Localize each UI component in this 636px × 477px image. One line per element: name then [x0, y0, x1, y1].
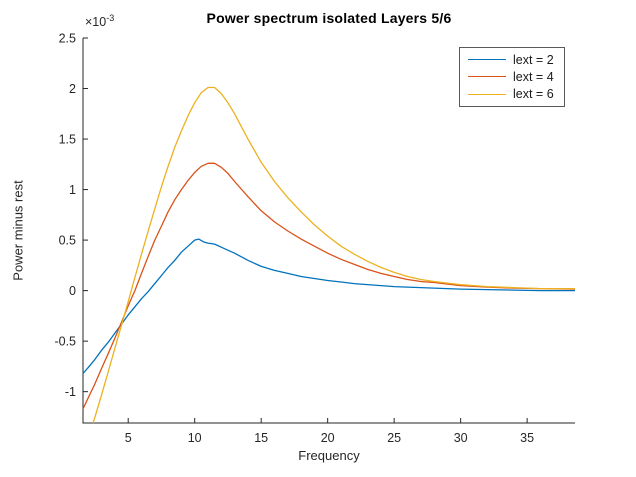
legend-label: lext = 2: [513, 52, 554, 67]
svg-text:-0.5: -0.5: [54, 335, 76, 349]
svg-text:15: 15: [254, 431, 268, 445]
svg-text:25: 25: [387, 431, 401, 445]
legend-label: lext = 6: [513, 87, 554, 102]
svg-text:5: 5: [125, 431, 132, 445]
svg-text:10: 10: [188, 431, 202, 445]
svg-text:0.5: 0.5: [59, 234, 76, 248]
svg-text:1.5: 1.5: [59, 133, 76, 147]
svg-text:-1: -1: [65, 385, 76, 399]
exponent-power: -3: [106, 13, 115, 23]
y-axis-exponent-label: ×10-3: [85, 13, 114, 29]
legend-item: lext = 6: [468, 86, 558, 103]
svg-text:30: 30: [454, 431, 468, 445]
svg-text:35: 35: [520, 431, 534, 445]
y-axis-label: Power minus rest: [10, 180, 26, 281]
svg-text:2: 2: [69, 82, 76, 96]
legend-label: lext = 4: [513, 69, 554, 84]
legend: lext = 2 lext = 4 lext = 6: [459, 47, 565, 107]
legend-line-sample-lext2: [468, 59, 506, 61]
legend-item: lext = 4: [468, 68, 558, 85]
x-axis-label: Frequency: [298, 448, 360, 463]
chart-title: Power spectrum isolated Layers 5/6: [206, 10, 452, 26]
legend-line-sample-lext4: [468, 76, 506, 78]
svg-text:20: 20: [321, 431, 335, 445]
legend-item: lext = 2: [468, 51, 558, 68]
svg-text:0: 0: [69, 284, 76, 298]
exponent-base: ×10: [85, 15, 107, 30]
svg-text:2.5: 2.5: [59, 32, 76, 46]
svg-text:1: 1: [69, 183, 76, 197]
legend-line-sample-lext6: [468, 93, 506, 95]
